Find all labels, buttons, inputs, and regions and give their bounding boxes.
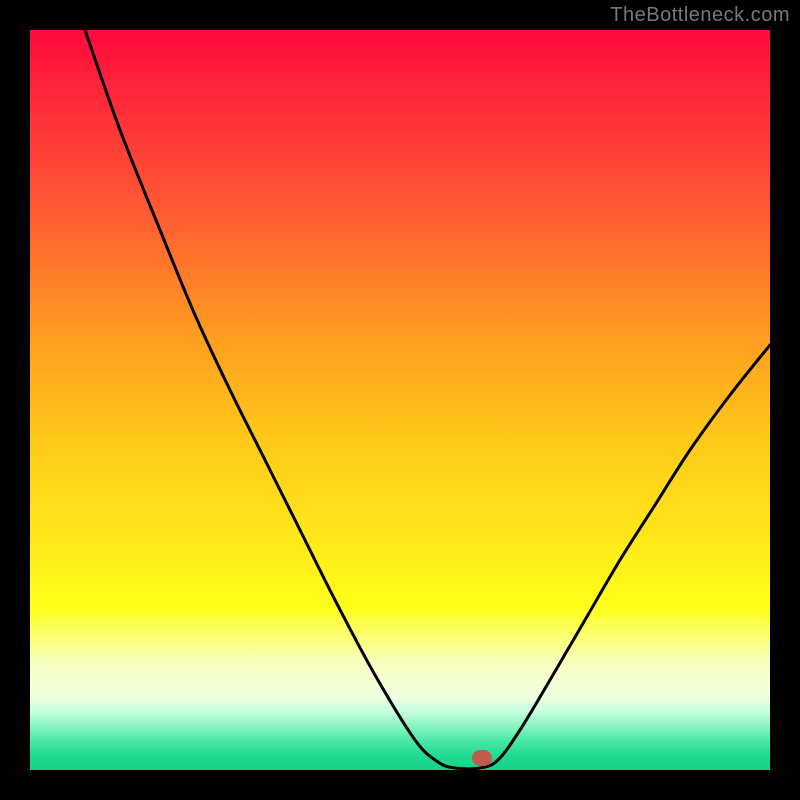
optimal-point-marker bbox=[472, 750, 492, 766]
chart-plot-area bbox=[30, 30, 770, 770]
watermark-text: TheBottleneck.com bbox=[610, 4, 790, 27]
bottleneck-curve bbox=[30, 30, 770, 770]
